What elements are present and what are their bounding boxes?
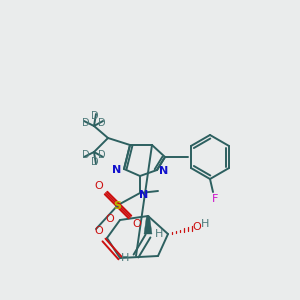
Text: O: O — [193, 222, 201, 232]
Text: D: D — [82, 118, 90, 128]
Text: S: S — [113, 201, 121, 211]
Text: D: D — [82, 150, 90, 160]
Text: N: N — [112, 165, 122, 175]
Text: N: N — [140, 190, 148, 200]
Polygon shape — [144, 216, 152, 234]
Text: H: H — [121, 253, 129, 263]
Text: N: N — [159, 166, 169, 176]
Text: H: H — [201, 219, 209, 229]
Text: D: D — [98, 118, 106, 128]
Text: F: F — [212, 194, 218, 204]
Text: O: O — [133, 219, 141, 229]
Text: D: D — [91, 111, 99, 121]
Text: D: D — [98, 150, 106, 160]
Text: H: H — [155, 229, 163, 239]
Text: D: D — [91, 157, 99, 167]
Text: O: O — [94, 226, 103, 236]
Text: O: O — [106, 214, 114, 224]
Text: O: O — [94, 181, 103, 191]
